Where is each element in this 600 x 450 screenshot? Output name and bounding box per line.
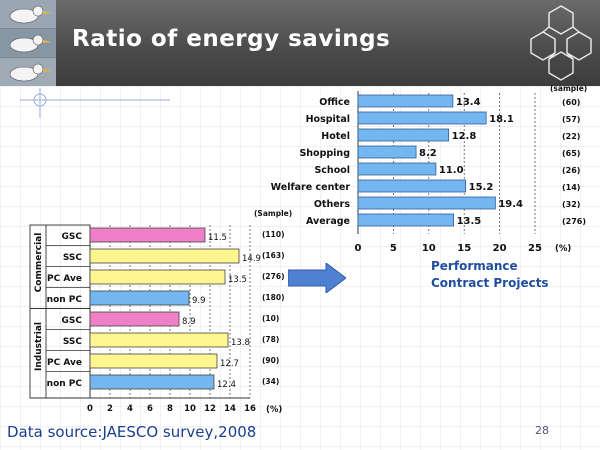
sample-count: (32): [562, 200, 580, 209]
data-label: 13.4: [456, 97, 481, 108]
bar: [89, 374, 215, 390]
unit-label: (%): [555, 244, 571, 254]
note-line-1: Performance: [431, 259, 518, 273]
sample-count: (34): [262, 377, 279, 386]
category-label: SSC: [63, 337, 83, 347]
tick-label: 10: [422, 243, 436, 254]
category-label: GSC: [62, 232, 83, 242]
data-label: 15.2: [469, 182, 494, 193]
category-label: non PC: [47, 295, 83, 305]
tick-label: 0: [87, 404, 93, 414]
tick-label: 12: [204, 404, 216, 414]
category-label: Office: [319, 97, 350, 108]
category-label: Welfare center: [271, 182, 351, 193]
data-label: 19.4: [498, 199, 523, 210]
tick-label: 25: [528, 243, 542, 254]
category-label: School: [314, 165, 350, 176]
category-label: Hospital: [306, 114, 350, 125]
slide-title: Ratio of energy savings: [72, 26, 391, 52]
data-label: 8.2: [419, 148, 437, 159]
data-label: 11.5: [208, 233, 227, 243]
tick-label: 6: [147, 404, 153, 414]
sample-count: (14): [562, 183, 580, 192]
tick-label: 14: [224, 404, 236, 414]
data-label: 8.9: [182, 317, 196, 327]
tick-label: 16: [244, 404, 256, 414]
bar: [357, 179, 467, 193]
data-label: 13.5: [457, 216, 482, 227]
bar: [89, 290, 190, 306]
category-label: PC Ave: [47, 358, 82, 368]
sample-count: (163): [262, 251, 285, 260]
bar: [357, 145, 417, 159]
group-label: Commercial: [34, 233, 44, 293]
right-arrow-icon: [288, 263, 346, 293]
data-label: 9.9: [192, 296, 206, 306]
sample-count: (26): [562, 166, 580, 175]
bar: [89, 353, 218, 369]
category-label: Hotel: [321, 131, 350, 142]
bar: [357, 94, 454, 108]
performance-contract-note: Performance Contract Projects: [431, 258, 549, 292]
sample-header: (Sample): [254, 209, 292, 218]
hexagon-logo-icon: [530, 5, 592, 81]
bar: [357, 196, 496, 210]
bar: [357, 213, 454, 227]
category-label: PC Ave: [47, 274, 82, 284]
group-label: Industrial: [34, 322, 44, 371]
data-label: 12.8: [452, 131, 477, 142]
category-label: GSC: [62, 316, 83, 326]
data-label: 12.7: [220, 359, 239, 369]
note-line-2: Contract Projects: [431, 276, 549, 290]
bar: [357, 162, 437, 176]
tick-label: 8: [167, 404, 173, 414]
tick-label: 2: [107, 404, 113, 414]
tick-label: 20: [493, 243, 507, 254]
data-label: 18.1: [489, 114, 514, 125]
category-label: non PC: [47, 379, 83, 389]
category-label: Average: [306, 216, 350, 227]
seagull-photo-icon: [0, 0, 56, 86]
category-label: Shopping: [299, 148, 350, 159]
bar: [89, 311, 180, 327]
sample-count: (10): [262, 314, 279, 323]
sample-count: (90): [262, 356, 279, 365]
bar: [89, 248, 240, 264]
unit-label: (%): [266, 405, 282, 415]
page-number: 28: [535, 424, 549, 437]
tick-label: 0: [355, 243, 362, 254]
bar: [89, 227, 206, 243]
tick-label: 10: [184, 404, 196, 414]
bar: [89, 269, 226, 285]
category-label: SSC: [63, 253, 83, 263]
category-label: Others: [314, 199, 351, 210]
sample-count: (60): [562, 98, 580, 107]
data-label: 13.5: [228, 275, 247, 285]
bar: [357, 128, 450, 142]
tick-label: 5: [390, 243, 397, 254]
sample-count: (57): [562, 115, 580, 124]
sample-count: (65): [562, 149, 580, 158]
sample-count: (22): [562, 132, 580, 141]
data-label: 13.8: [231, 338, 250, 348]
data-source: Data source:JAESCO survey,2008: [7, 423, 257, 441]
sample-count: (276): [262, 272, 285, 281]
sample-count: (276): [562, 217, 586, 226]
bar: [89, 332, 229, 348]
sample-header: (sample): [550, 84, 587, 93]
data-label: 12.4: [217, 380, 236, 390]
crosshair-decoration: [20, 88, 170, 118]
sample-count: (110): [262, 230, 285, 239]
tick-label: 15: [457, 243, 471, 254]
slide-header: Ratio of energy savings: [0, 0, 600, 86]
tick-label: 4: [127, 404, 133, 414]
data-label: 14.9: [242, 254, 261, 264]
sample-count: (78): [262, 335, 279, 344]
data-label: 11.0: [439, 165, 464, 176]
sample-count: (180): [262, 293, 285, 302]
bar: [357, 111, 487, 125]
